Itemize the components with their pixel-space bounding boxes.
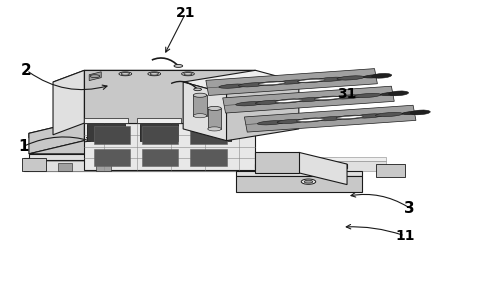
Text: 3: 3 [404,200,415,216]
Ellipse shape [337,76,364,80]
Ellipse shape [257,121,285,125]
Polygon shape [255,164,347,168]
Ellipse shape [194,88,201,91]
Text: 2: 2 [21,63,32,78]
Ellipse shape [174,64,183,67]
Polygon shape [223,86,394,113]
Polygon shape [227,82,299,141]
Polygon shape [376,164,405,177]
Polygon shape [206,69,377,96]
Polygon shape [84,123,255,170]
Text: 31: 31 [337,87,357,101]
Polygon shape [87,124,125,141]
Ellipse shape [297,118,324,122]
Polygon shape [94,149,130,166]
Polygon shape [89,72,101,81]
Ellipse shape [239,83,266,87]
Text: 1: 1 [18,139,28,154]
Polygon shape [236,176,362,192]
Polygon shape [84,118,128,123]
Text: 11: 11 [395,229,415,243]
Ellipse shape [258,82,286,85]
Ellipse shape [148,72,161,76]
Polygon shape [22,158,46,171]
Ellipse shape [275,100,303,103]
Polygon shape [244,105,416,132]
Ellipse shape [317,77,345,81]
Ellipse shape [278,80,305,84]
Ellipse shape [314,97,342,100]
Ellipse shape [90,75,100,78]
Polygon shape [193,124,231,141]
Polygon shape [190,149,227,166]
Ellipse shape [193,93,207,97]
Ellipse shape [208,127,221,131]
Ellipse shape [208,106,221,110]
Ellipse shape [150,73,159,75]
Ellipse shape [372,74,392,78]
Ellipse shape [182,72,194,76]
Polygon shape [255,152,299,173]
Ellipse shape [410,110,430,115]
Ellipse shape [219,84,246,88]
Ellipse shape [297,79,325,83]
Polygon shape [29,120,84,154]
Ellipse shape [297,79,325,82]
Ellipse shape [255,100,283,105]
Polygon shape [142,126,178,144]
Ellipse shape [336,116,363,119]
Ellipse shape [277,119,305,124]
Polygon shape [53,123,255,135]
Polygon shape [299,152,347,185]
Polygon shape [142,149,178,166]
Polygon shape [84,70,255,123]
Ellipse shape [354,93,381,98]
Ellipse shape [121,73,130,75]
Ellipse shape [402,111,427,115]
Ellipse shape [295,98,322,102]
Ellipse shape [236,102,263,106]
Polygon shape [208,108,221,129]
Polygon shape [96,163,111,171]
Ellipse shape [363,74,388,78]
Text: 21: 21 [176,6,195,20]
Polygon shape [190,126,227,144]
Ellipse shape [119,72,132,76]
Polygon shape [29,154,200,160]
Ellipse shape [380,92,405,96]
Ellipse shape [356,114,383,118]
Ellipse shape [301,179,316,184]
Polygon shape [140,124,178,141]
Polygon shape [183,70,299,94]
Polygon shape [236,171,362,176]
Ellipse shape [184,73,192,75]
Polygon shape [29,157,386,161]
Polygon shape [190,118,234,123]
Polygon shape [29,141,255,154]
Polygon shape [94,126,130,144]
Polygon shape [29,120,84,138]
Polygon shape [24,163,337,171]
Ellipse shape [375,113,403,117]
Ellipse shape [314,96,342,100]
Polygon shape [183,82,227,141]
Polygon shape [308,163,323,171]
Ellipse shape [297,119,324,122]
Ellipse shape [317,117,344,121]
Ellipse shape [388,91,409,96]
Polygon shape [58,163,72,171]
Ellipse shape [336,115,363,120]
Ellipse shape [334,95,362,99]
Polygon shape [24,158,337,163]
Polygon shape [29,161,386,171]
Ellipse shape [275,99,303,103]
Polygon shape [193,95,207,116]
Ellipse shape [193,114,207,118]
Polygon shape [53,70,84,135]
Ellipse shape [304,180,313,183]
Ellipse shape [258,81,286,86]
Polygon shape [137,118,181,123]
Polygon shape [53,70,255,82]
Polygon shape [280,163,294,171]
